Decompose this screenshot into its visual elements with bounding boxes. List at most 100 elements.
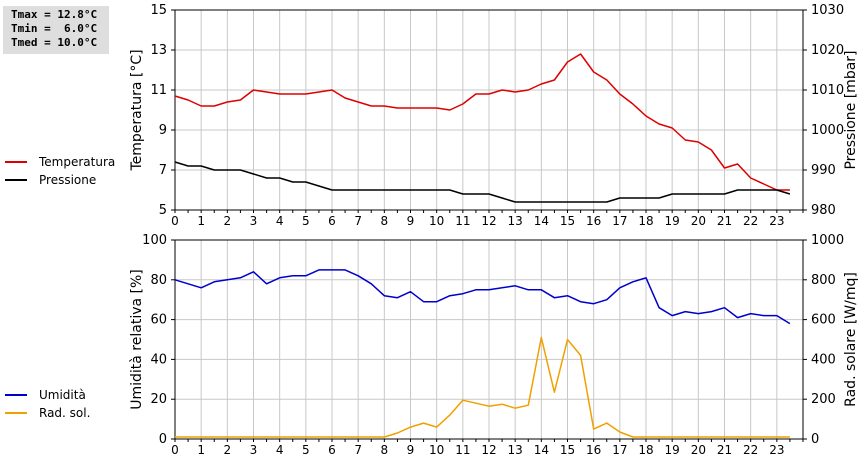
x-tick-label: 9 — [407, 214, 415, 228]
y2-tick-label: 800 — [811, 273, 836, 288]
x-tick-label: 15 — [560, 443, 575, 457]
x-tick-label: 1 — [197, 214, 205, 228]
legend-item-humidity: Umidità — [5, 386, 90, 404]
x-tick-label: 5 — [302, 443, 310, 457]
legend-top: Temperatura Pressione — [5, 153, 115, 189]
x-tick-label: 13 — [508, 443, 523, 457]
stats-box: Tmax = 12.8°C Tmin = 6.0°C Tmed = 10.0°C — [3, 6, 109, 54]
series-line-temperatura — [174, 53, 790, 191]
x-tick-label: 8 — [381, 214, 389, 228]
legend-swatch-radiation — [5, 412, 27, 414]
plot-frame-bottom — [174, 239, 804, 440]
x-tick-label: 1 — [197, 443, 205, 457]
x-tick-label: 12 — [481, 443, 496, 457]
series-line-umidit — [174, 269, 791, 325]
legend-item-pressure: Pressione — [5, 171, 115, 189]
y2-tick-label: 200 — [811, 392, 836, 407]
y2-tick-label: 1030 — [811, 3, 844, 18]
x-tick-label: 3 — [250, 214, 258, 228]
x-tick-label: 13 — [508, 214, 523, 228]
x-tick-label: 20 — [691, 214, 706, 228]
x-tick-label: 22 — [743, 214, 758, 228]
legend-label-pressure: Pressione — [39, 173, 97, 187]
legend-label-radiation: Rad. sol. — [39, 406, 91, 420]
y2-tick-label: 1020 — [811, 43, 844, 58]
x-tick-label: 17 — [612, 443, 627, 457]
stat-tmed: Tmed = 10.0°C — [11, 36, 98, 49]
x-tick-label: 2 — [224, 443, 232, 457]
legend-label-temperature: Temperatura — [39, 155, 116, 169]
y-tick-label: 5 — [159, 203, 167, 218]
x-tick-label: 18 — [638, 214, 653, 228]
legend-swatch-pressure — [5, 179, 27, 181]
legend-swatch-humidity — [5, 394, 27, 396]
legend-item-temperature: Temperatura — [5, 153, 115, 171]
x-tick-label: 17 — [612, 214, 627, 228]
y2-tick-label: 990 — [811, 163, 836, 178]
x-tick-label: 23 — [769, 214, 784, 228]
y-tick-label: 0 — [159, 432, 167, 447]
x-tick-label: 11 — [455, 443, 470, 457]
x-tick-label: 20 — [691, 443, 706, 457]
y2-tick-label: 1010 — [811, 83, 844, 98]
y-axis-title: Umidità relativa [%] — [129, 269, 145, 410]
x-tick-label: 18 — [638, 443, 653, 457]
y-tick-label: 20 — [150, 392, 167, 407]
x-tick-label: 9 — [407, 443, 415, 457]
x-tick-label: 10 — [429, 443, 444, 457]
y2-tick-label: 1000 — [811, 233, 844, 248]
y-tick-label: 7 — [159, 163, 167, 178]
x-tick-label: 23 — [769, 443, 784, 457]
x-tick-label: 7 — [354, 214, 362, 228]
x-tick-label: 19 — [665, 214, 680, 228]
y-tick-label: 100 — [142, 233, 167, 248]
x-tick-label: 2 — [224, 214, 232, 228]
stat-tmax: Tmax = 12.8°C — [11, 8, 98, 21]
x-tick-label: 16 — [586, 443, 601, 457]
series-line-rad-sol — [175, 336, 790, 438]
x-tick-label: 21 — [717, 214, 732, 228]
y-tick-label: 80 — [150, 273, 167, 288]
x-tick-label: 7 — [354, 443, 362, 457]
series-line-pressione — [174, 161, 791, 203]
y-axis-title: Temperatura [°C] — [129, 49, 145, 171]
stat-tmin: Tmin = 6.0°C — [11, 22, 98, 35]
x-tick-label: 6 — [328, 214, 336, 228]
y-tick-label: 15 — [150, 3, 167, 18]
x-tick-label: 14 — [534, 443, 549, 457]
y2-tick-label: 980 — [811, 203, 836, 218]
x-tick-label: 22 — [743, 443, 758, 457]
y2-axis-title: Rad. solare [W/mq] — [843, 272, 859, 407]
x-tick-label: 10 — [429, 214, 444, 228]
y-tick-label: 13 — [150, 43, 167, 58]
x-tick-label: 0 — [171, 443, 179, 457]
x-tick-label: 19 — [665, 443, 680, 457]
x-tick-label: 12 — [481, 214, 496, 228]
legend-item-radiation: Rad. sol. — [5, 404, 90, 422]
y-tick-label: 9 — [159, 123, 167, 138]
x-tick-label: 4 — [276, 214, 284, 228]
x-tick-label: 21 — [717, 443, 732, 457]
legend-swatch-temperature — [5, 161, 27, 163]
x-tick-label: 4 — [276, 443, 284, 457]
plot-frame-top — [174, 9, 804, 211]
legend-label-humidity: Umidità — [39, 388, 86, 402]
y2-tick-label: 600 — [811, 313, 836, 328]
x-tick-label: 11 — [455, 214, 470, 228]
x-tick-label: 8 — [381, 443, 389, 457]
y2-tick-label: 0 — [811, 432, 819, 447]
x-tick-label: 15 — [560, 214, 575, 228]
x-tick-label: 16 — [586, 214, 601, 228]
x-tick-label: 6 — [328, 443, 336, 457]
x-tick-label: 5 — [302, 214, 310, 228]
x-tick-label: 14 — [534, 214, 549, 228]
y-tick-label: 60 — [150, 313, 167, 328]
y-tick-label: 40 — [150, 352, 167, 367]
y2-tick-label: 1000 — [811, 123, 844, 138]
x-tick-label: 0 — [171, 214, 179, 228]
y2-axis-title: Pressione [mbar] — [843, 50, 859, 169]
y2-tick-label: 400 — [811, 352, 836, 367]
y-tick-label: 11 — [150, 83, 167, 98]
x-tick-label: 3 — [250, 443, 258, 457]
